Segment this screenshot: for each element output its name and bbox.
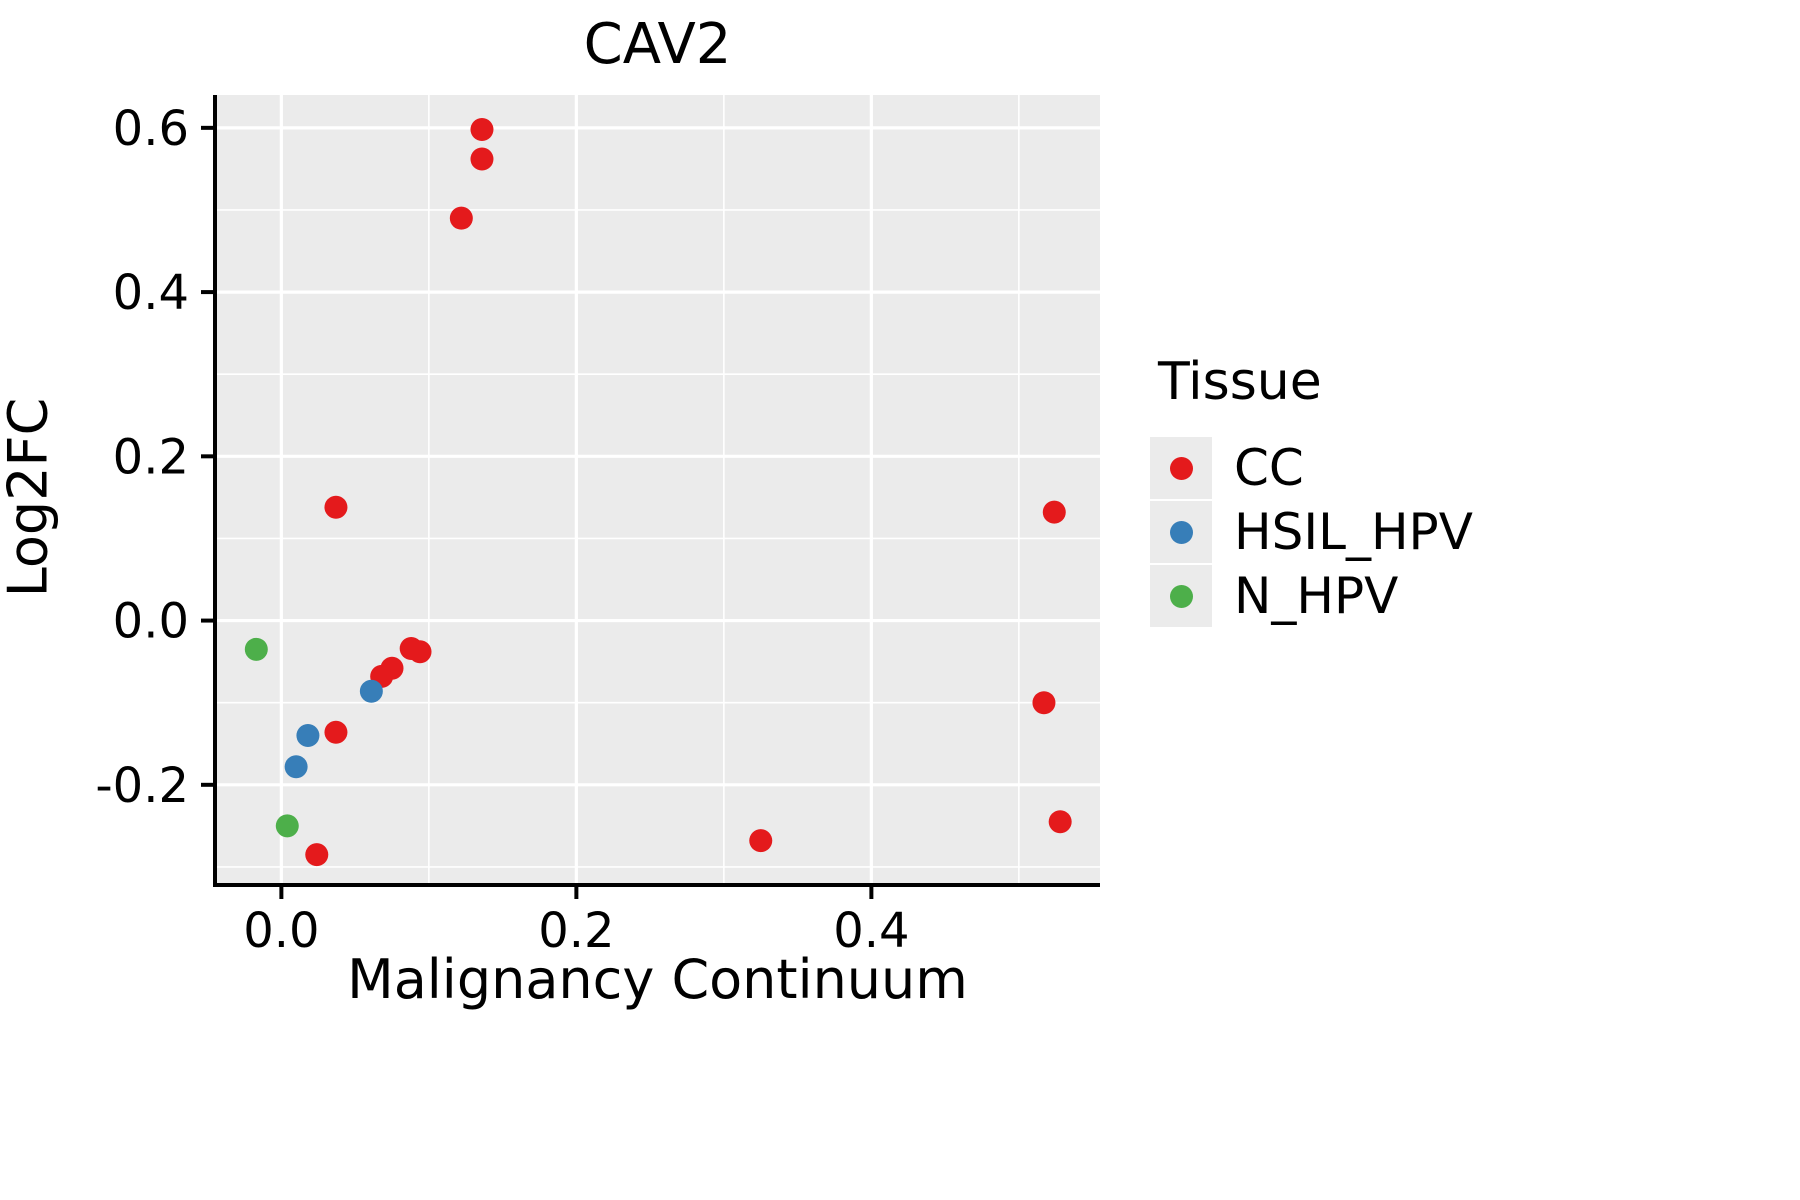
legend-key bbox=[1150, 501, 1212, 563]
legend-dot-icon bbox=[1169, 520, 1193, 544]
plot-panel bbox=[215, 95, 1100, 885]
legend-dot-icon bbox=[1169, 584, 1193, 608]
data-point-CC bbox=[1048, 810, 1072, 834]
data-point-N_HPV bbox=[244, 637, 268, 661]
legend-key bbox=[1150, 565, 1212, 627]
y-tick-label: 0.6 bbox=[113, 101, 189, 157]
legend-label: HSIL_HPV bbox=[1234, 503, 1473, 561]
data-point-CC bbox=[408, 640, 432, 664]
x-tick-label: 0.4 bbox=[833, 903, 909, 959]
legend-items: CC HSIL_HPV N_HPV bbox=[1150, 436, 1473, 628]
data-point-CC bbox=[305, 843, 329, 867]
data-point-CC bbox=[1042, 500, 1066, 524]
data-point-CC bbox=[324, 495, 348, 519]
data-point-CC bbox=[324, 720, 348, 744]
legend-label: N_HPV bbox=[1234, 567, 1399, 625]
legend-label: CC bbox=[1234, 439, 1304, 497]
data-point-CC bbox=[1032, 691, 1056, 715]
x-tick-label: 0.2 bbox=[538, 903, 614, 959]
legend-item-HSIL_HPV: HSIL_HPV bbox=[1150, 500, 1473, 564]
legend-dot-icon bbox=[1169, 456, 1193, 480]
data-point-HSIL_HPV bbox=[359, 679, 383, 703]
y-tick-label: 0.4 bbox=[113, 265, 189, 321]
y-tick-label: -0.2 bbox=[95, 758, 189, 814]
chart-title: CAV2 bbox=[583, 12, 732, 77]
x-axis-label: Malignancy Continuum bbox=[347, 948, 968, 1011]
x-tick-label: 0.0 bbox=[243, 903, 319, 959]
y-tick-label: 0.0 bbox=[113, 594, 189, 650]
legend-item-CC: CC bbox=[1150, 436, 1473, 500]
legend-title: Tissue bbox=[1158, 352, 1322, 412]
data-point-CC bbox=[470, 147, 494, 171]
y-tick-label: 0.2 bbox=[113, 429, 189, 485]
data-point-HSIL_HPV bbox=[296, 724, 320, 748]
data-point-N_HPV bbox=[275, 814, 299, 838]
data-point-CC bbox=[749, 829, 773, 853]
data-point-CC bbox=[470, 117, 494, 141]
legend-item-N_HPV: N_HPV bbox=[1150, 564, 1473, 628]
data-point-CC bbox=[449, 206, 473, 230]
legend-key bbox=[1150, 437, 1212, 499]
data-point-HSIL_HPV bbox=[284, 755, 308, 779]
legend: Tissue CC HSIL_HPV N_HPV bbox=[1150, 352, 1473, 628]
